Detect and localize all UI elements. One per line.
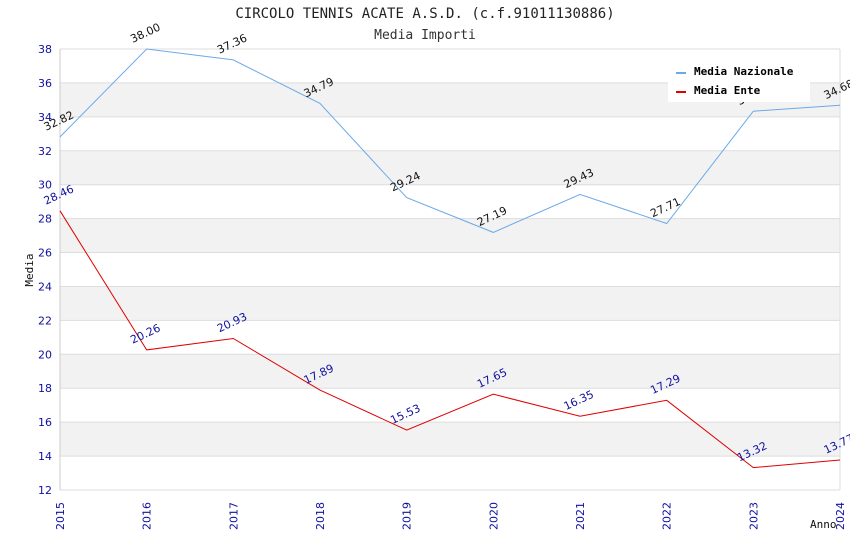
x-axis-label: Anno — [810, 518, 837, 531]
y-axis-label: Media — [23, 253, 36, 286]
y-tick-label: 14 — [38, 450, 52, 463]
y-tick-label: 38 — [38, 43, 52, 56]
grid-band — [60, 286, 840, 321]
data-label: 38.00 — [128, 21, 162, 46]
data-label: 20.26 — [128, 322, 162, 347]
grid-lines — [60, 48, 841, 491]
y-tick-label: 22 — [38, 314, 52, 327]
x-tick-label: 2023 — [747, 502, 760, 530]
grid-bands — [60, 82, 840, 457]
grid-band — [60, 218, 840, 253]
x-tick-label: 2017 — [227, 502, 240, 530]
y-tick-label: 32 — [38, 145, 52, 158]
x-tick-label: 2019 — [401, 502, 414, 530]
y-tick-label: 30 — [38, 179, 52, 192]
grid-band — [60, 354, 840, 389]
series-lines — [59, 48, 841, 469]
data-label: 16.35 — [562, 388, 596, 413]
data-label: 37.36 — [215, 31, 249, 56]
x-tick-label: 2024 — [834, 502, 847, 530]
legend-label-media-ente: Media Ente — [694, 84, 761, 97]
series-line-media-ente — [59, 210, 841, 469]
x-tick-label: 2018 — [314, 502, 327, 530]
x-tick-label: 2016 — [141, 502, 154, 530]
legend-label-media-nazionale: Media Nazionale — [694, 65, 794, 78]
y-tick-label: 34 — [38, 111, 52, 124]
y-tick-label: 36 — [38, 77, 52, 90]
x-tick-label: 2020 — [487, 502, 500, 530]
y-tick-label: 24 — [38, 280, 52, 293]
legend-background — [668, 60, 810, 102]
y-tick-label: 28 — [38, 213, 52, 226]
y-tick-label: 18 — [38, 382, 52, 395]
data-label: 27.71 — [648, 195, 682, 220]
y-tick-label: 12 — [38, 484, 52, 497]
grid-band — [60, 150, 840, 185]
legend: Media Nazionale Media Ente — [668, 60, 810, 102]
y-tick-label: 26 — [38, 247, 52, 260]
chart-title: CIRCOLO TENNIS ACATE A.S.D. (c.f.9101113… — [235, 6, 614, 22]
x-tick-label: 2022 — [661, 502, 674, 530]
y-tick-label: 20 — [38, 348, 52, 361]
y-tick-labels: 12 14 16 18 20 22 24 26 28 30 32 34 36 38 — [38, 43, 52, 497]
y-tick-label: 16 — [38, 416, 52, 429]
chart-subtitle: Media Importi — [374, 28, 476, 43]
grid-band — [60, 422, 840, 457]
x-tick-label: 2015 — [54, 502, 67, 530]
x-tick-label: 2021 — [574, 502, 587, 530]
x-tick-labels: 2015 2016 2017 2018 2019 2020 2021 2022 2023 2024 — [54, 502, 847, 530]
series-line-media-nazionale — [59, 48, 841, 233]
